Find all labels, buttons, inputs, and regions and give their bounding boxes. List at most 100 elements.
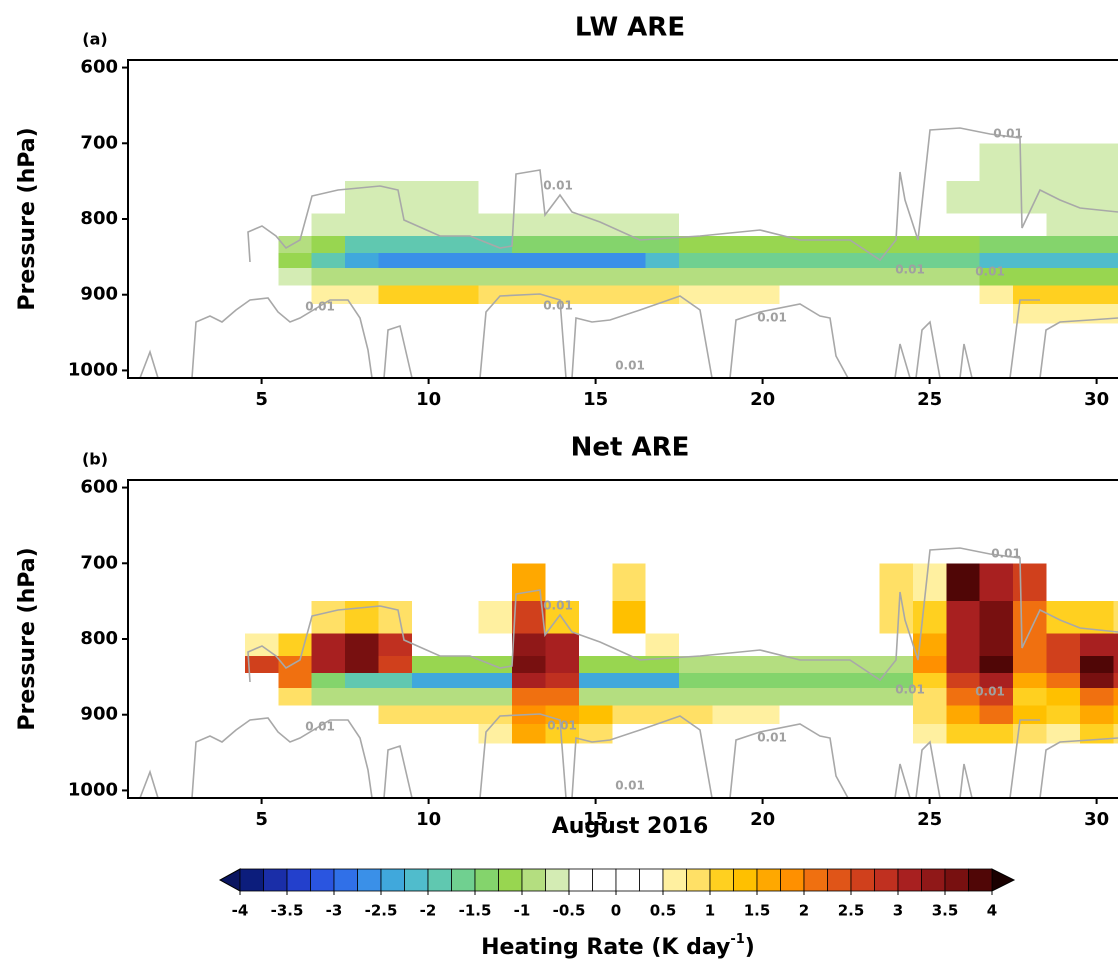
heat-cell [846, 253, 881, 269]
y-tick-label: 600 [80, 57, 118, 78]
y-tick-label: 700 [80, 132, 118, 153]
heat-cell [745, 563, 780, 602]
heat-cell [712, 304, 747, 324]
heat-cell [979, 563, 1014, 602]
heat-cell [278, 633, 313, 657]
heat-cell [1013, 673, 1048, 689]
heat-cell [1113, 236, 1118, 254]
contour-label: 0.01 [305, 720, 335, 734]
heat-cell [712, 213, 747, 237]
heat-cell [946, 563, 981, 602]
colorbar-box [639, 868, 664, 892]
heat-cell [612, 633, 647, 657]
heat-cell [879, 705, 914, 725]
heat-cell [846, 181, 881, 214]
heat-cell [812, 705, 847, 725]
heat-cell [244, 656, 279, 674]
heat-cell [979, 236, 1014, 254]
heat-cell [1046, 724, 1081, 744]
heat-cell [211, 268, 246, 286]
heat-cell [345, 236, 380, 254]
heat-cell [979, 673, 1014, 689]
heat-cell [779, 253, 814, 269]
heat-cell [478, 705, 513, 725]
heat-cell [311, 253, 346, 269]
heat-cell [445, 304, 480, 324]
heat-cell [879, 143, 914, 182]
heat-cell [345, 268, 380, 286]
heat-cell [1079, 285, 1114, 305]
heat-cell [679, 724, 714, 744]
heat-cell [979, 268, 1014, 286]
colorbar-over [991, 868, 1016, 892]
heat-cell [712, 601, 747, 634]
x-tick-label: 20 [750, 389, 775, 410]
heat-cell [912, 673, 947, 689]
heat-cell [144, 673, 179, 689]
heat-cell [979, 633, 1014, 657]
heat-cell [378, 236, 413, 254]
colorbar-box [709, 868, 734, 892]
heat-cell [211, 688, 246, 706]
heat-cell [946, 285, 981, 305]
heat-cell [345, 673, 380, 689]
colorbar-box [380, 868, 405, 892]
heat-cell [244, 705, 279, 725]
heat-cell [411, 656, 446, 674]
heat-cell [311, 724, 346, 744]
heat-cell [745, 688, 780, 706]
heat-cell [745, 656, 780, 674]
heat-cell [912, 705, 947, 725]
heat-cell [846, 268, 881, 286]
heat-cell [1046, 213, 1081, 237]
colorbar-tick-label: 2.5 [838, 902, 865, 920]
heat-cell [178, 705, 213, 725]
heat-cell [1046, 601, 1081, 634]
contour-labels: 0.01 0.01 0.01 0.01 0.01 0.01 0.01 0.01 … [305, 127, 1023, 793]
colorbar-box [310, 868, 335, 892]
heat-cell [1013, 656, 1048, 674]
heat-cell [612, 705, 647, 725]
heat-cell [879, 673, 914, 689]
heat-cell [779, 143, 814, 182]
heat-cell [1113, 181, 1118, 214]
heat-cell [879, 253, 914, 269]
heat-cell [178, 143, 213, 182]
heat-cell [1113, 633, 1118, 657]
heat-cell [244, 304, 279, 324]
heat-cell [679, 656, 714, 674]
x-tick-label: 10 [416, 809, 441, 830]
heat-cell [645, 656, 680, 674]
colorbar-tick-label: 2 [799, 902, 809, 920]
heat-cell [946, 724, 981, 744]
x-tick-label: 25 [917, 389, 942, 410]
colorbar-box [451, 868, 476, 892]
heat-cell [445, 213, 480, 237]
heat-cell [1013, 236, 1048, 254]
heat-cell [1079, 673, 1114, 689]
heat-cell [645, 673, 680, 689]
heat-cell [779, 688, 814, 706]
heat-cell [679, 673, 714, 689]
heat-cell [578, 285, 613, 305]
heat-cell [411, 688, 446, 706]
heat-cell [679, 688, 714, 706]
colorbar-box [286, 868, 311, 892]
contour-label: 0.01 [615, 359, 645, 373]
heat-cell [445, 673, 480, 689]
y-tick-label: 800 [80, 208, 118, 229]
heat-cell [1046, 304, 1081, 324]
heat-cell [846, 236, 881, 254]
heat-cell [345, 143, 380, 182]
heat-cell [1113, 688, 1118, 706]
heat-cell [645, 304, 680, 324]
colorbar-box [568, 868, 593, 892]
heat-cell [1013, 143, 1048, 182]
heat-cell [578, 705, 613, 725]
heat-cell [812, 563, 847, 602]
heat-cell [545, 285, 580, 305]
heat-cell [1013, 633, 1048, 657]
heat-cell [545, 213, 580, 237]
heat-cell [1046, 673, 1081, 689]
y-tick-label: 900 [80, 704, 118, 725]
